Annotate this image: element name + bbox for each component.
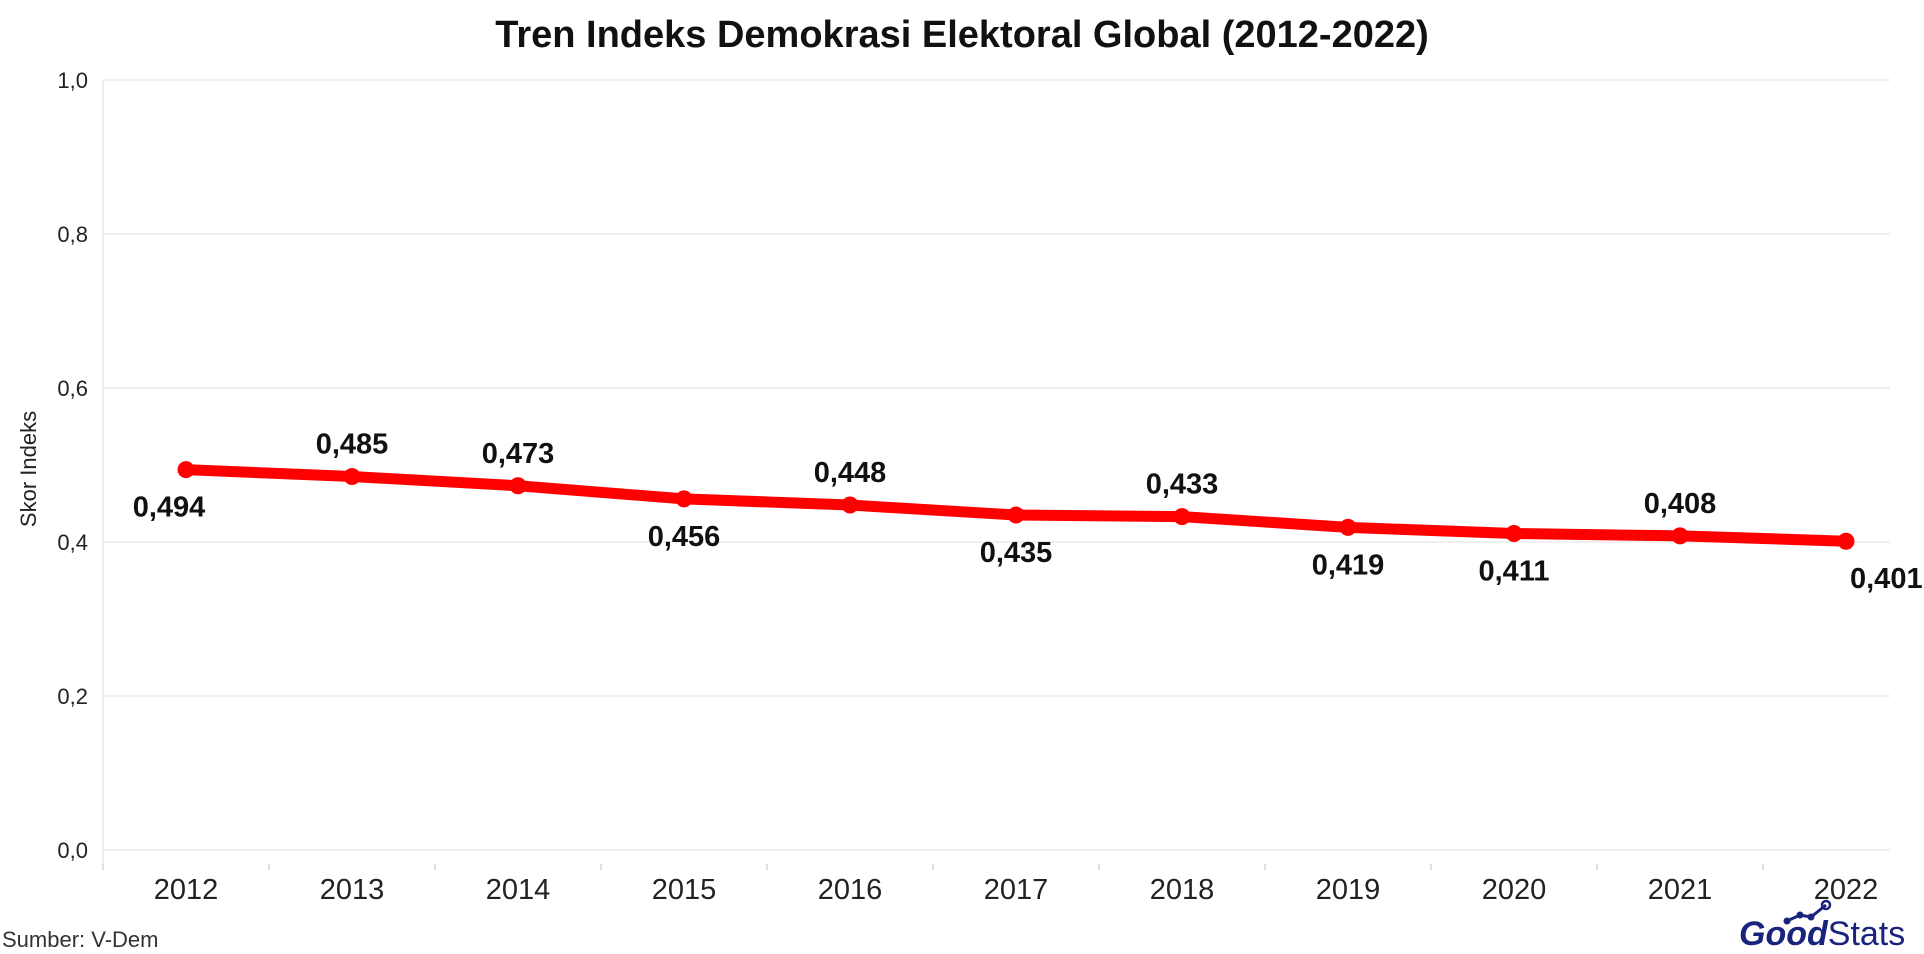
data-label: 0,456	[648, 521, 721, 553]
y-axis-label: Skor Indeks	[16, 411, 41, 527]
data-label: 0,473	[482, 438, 555, 470]
source-note: Sumber: V-Dem	[2, 927, 159, 952]
data-point	[841, 496, 859, 514]
data-point	[1007, 506, 1025, 524]
gridlines	[102, 79, 1890, 864]
x-axis-ticks: 2012 2013 2014 2015 2016 2017 2018 2019 2020 2021…	[102, 864, 1878, 906]
data-points	[177, 461, 1855, 550]
x-tick-label: 2019	[1316, 874, 1381, 906]
svg-text:GoodStats: GoodStats	[1739, 915, 1905, 953]
logo-chart-icon	[1783, 899, 1832, 925]
data-label: 0,494	[133, 492, 206, 524]
x-tick-label: 2021	[1648, 874, 1713, 906]
y-tick-label: 0,6	[57, 376, 88, 401]
series-line	[180, 464, 1852, 547]
data-label: 0,401	[1850, 563, 1923, 595]
data-label: 0,435	[980, 537, 1053, 569]
x-tick-label: 2016	[818, 874, 883, 906]
data-point	[1505, 525, 1523, 543]
data-label: 0,419	[1312, 549, 1385, 581]
data-label: 0,485	[316, 429, 389, 461]
y-tick-label: 0,8	[57, 222, 88, 247]
data-point	[1339, 518, 1357, 536]
x-tick-label: 2015	[652, 874, 717, 906]
data-point	[1173, 508, 1191, 526]
data-point	[177, 461, 195, 479]
data-point	[1837, 532, 1855, 550]
data-label: 0,408	[1644, 488, 1717, 520]
data-point	[509, 477, 527, 495]
series-line-path	[180, 464, 1852, 547]
chart-title: Tren Indeks Demokrasi Elektoral Global (…	[495, 14, 1429, 56]
goodstats-logo: GoodStats	[1739, 899, 1905, 953]
y-tick-label: 0,0	[57, 838, 88, 863]
data-label: 0,411	[1479, 556, 1550, 588]
data-label: 0,433	[1146, 469, 1219, 501]
data-label: 0,448	[814, 457, 887, 489]
x-tick-label: 2020	[1482, 874, 1547, 906]
y-tick-label: 0,2	[57, 684, 88, 709]
y-axis-ticks: 0,0 0,2 0,4 0,6 0,8 1,0	[57, 68, 88, 863]
data-labels: 0,494 0,485 0,473 0,456 0,448 0,435 0,433 0,419…	[133, 429, 1923, 596]
y-tick-label: 0,4	[57, 530, 88, 555]
x-tick-label: 2013	[320, 874, 385, 906]
x-tick-label: 2017	[984, 874, 1049, 906]
data-point	[343, 468, 361, 486]
data-point	[1671, 527, 1689, 545]
data-point	[675, 490, 693, 508]
logo-stats: Stats	[1828, 915, 1905, 953]
x-tick-label: 2012	[154, 874, 219, 906]
x-tick-label: 2018	[1150, 874, 1215, 906]
x-tick-label: 2014	[486, 874, 551, 906]
y-tick-label: 1,0	[57, 68, 88, 93]
